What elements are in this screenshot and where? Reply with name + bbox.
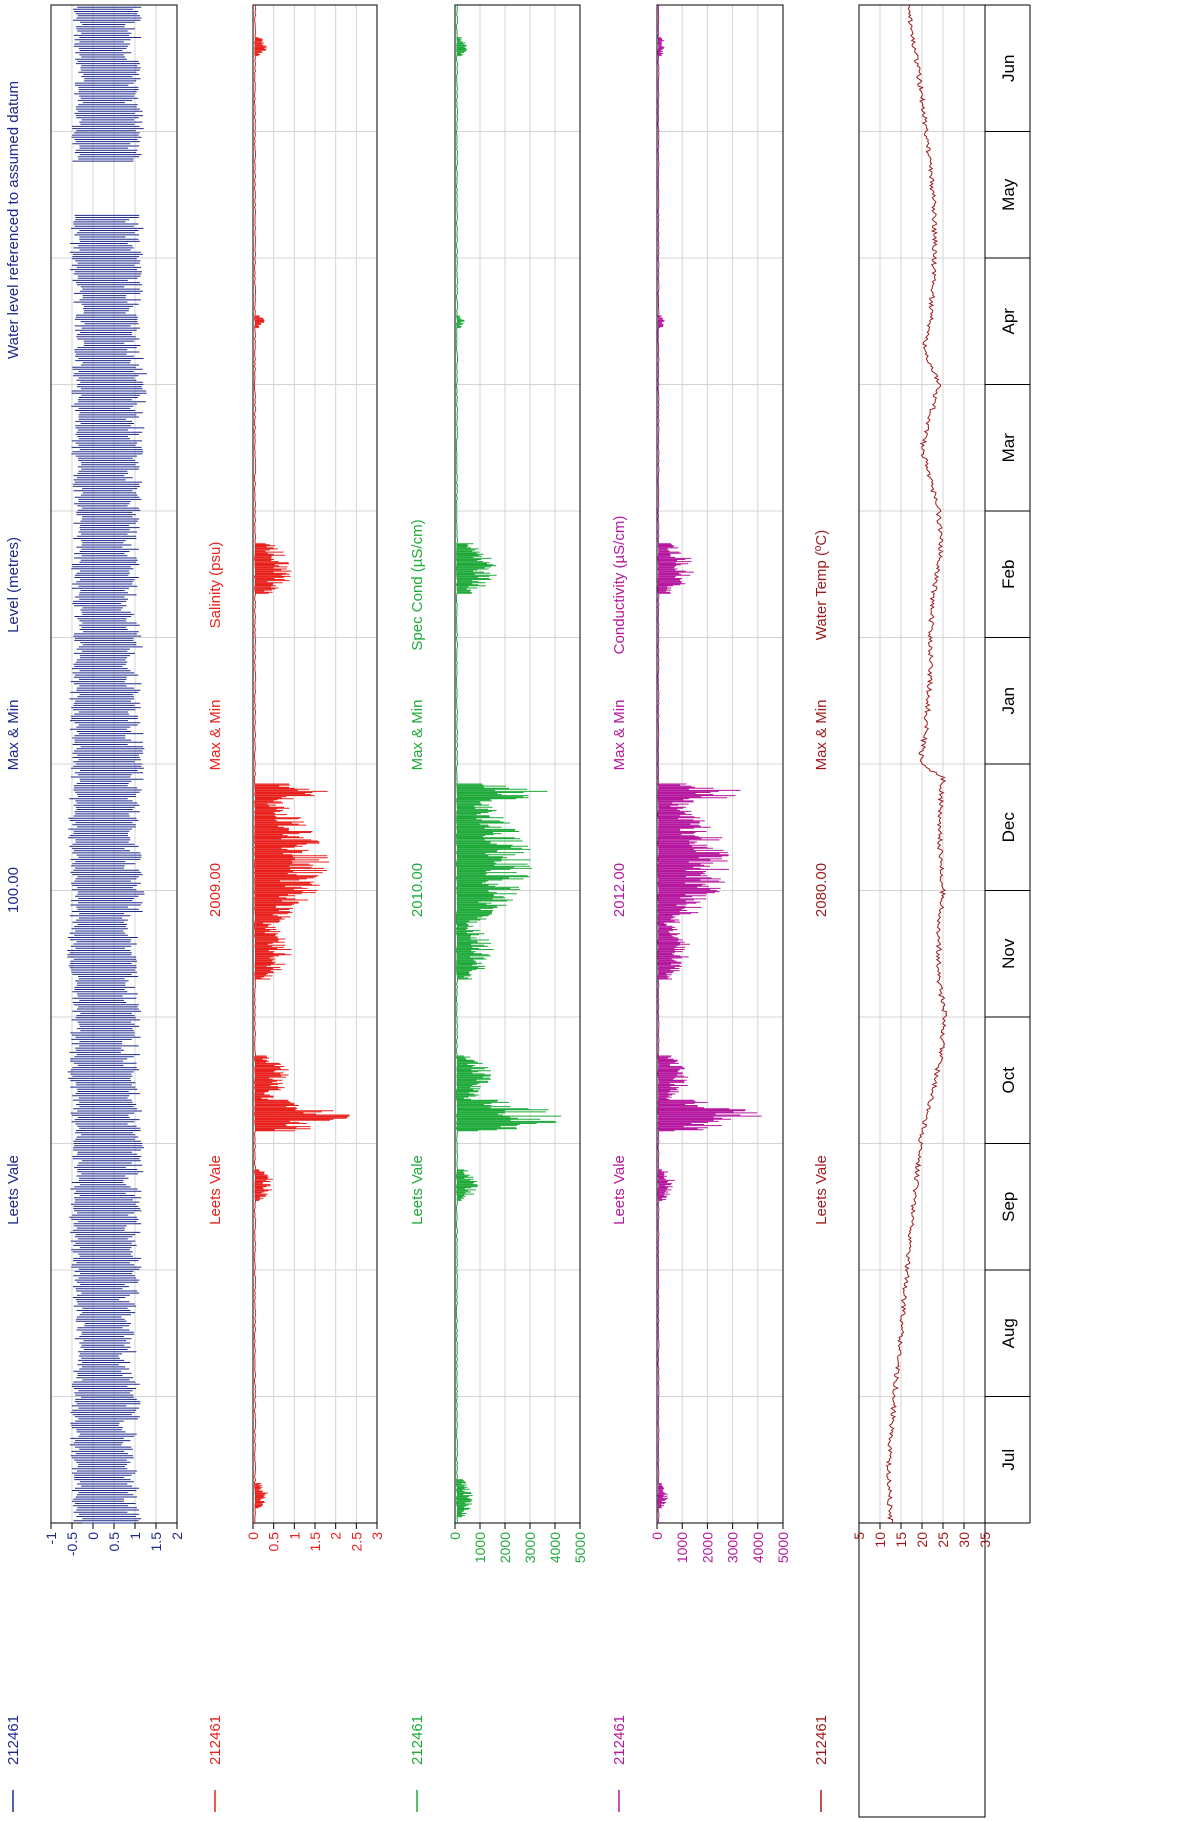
value-tick-label: -1 bbox=[43, 1532, 59, 1545]
month-label: Mar bbox=[999, 433, 1018, 463]
month-label: Oct bbox=[999, 1067, 1018, 1094]
site-name: Leets Vale bbox=[5, 1155, 22, 1225]
value-tick-label: 0 bbox=[245, 1532, 261, 1540]
parameter-code: 2010.00 bbox=[409, 863, 426, 917]
value-tick-label: 1 bbox=[286, 1532, 302, 1540]
station-id: 212461 bbox=[611, 1715, 628, 1765]
series-baseline bbox=[253, 4, 257, 1524]
statistic-type: Max & Min bbox=[813, 700, 830, 771]
panel-frame bbox=[454, 4, 581, 1524]
chart-panel-3: 5000 4000 3000 2000 1000 0 212461 Leets Vale 201… bbox=[409, 4, 588, 1812]
value-tick-label: 2.5 bbox=[348, 1532, 364, 1552]
month-label: May bbox=[999, 178, 1018, 211]
station-id: 212461 bbox=[207, 1715, 224, 1765]
parameter-code: 2012.00 bbox=[611, 863, 628, 917]
value-tick-label: 4000 bbox=[547, 1532, 563, 1563]
value-tick-label: 3 bbox=[369, 1532, 385, 1540]
value-tick-label: 35 bbox=[977, 1532, 993, 1548]
value-tick-label: 1 bbox=[127, 1532, 143, 1540]
value-tick-label: 2000 bbox=[497, 1532, 513, 1563]
value-tick-label: 10 bbox=[872, 1532, 888, 1548]
station-id: 212461 bbox=[409, 1715, 426, 1765]
value-tick-label: 2000 bbox=[699, 1532, 715, 1563]
series-spikes bbox=[457, 37, 562, 1518]
series-baseline bbox=[657, 4, 660, 1524]
month-label: Aug bbox=[999, 1318, 1018, 1348]
value-tick-label: 0.5 bbox=[266, 1532, 282, 1552]
month-label: Nov bbox=[999, 938, 1018, 969]
station-id: 212461 bbox=[813, 1715, 830, 1765]
value-tick-label: 3000 bbox=[522, 1532, 538, 1563]
value-tick-label: 4000 bbox=[750, 1532, 766, 1563]
value-tick-label: 0 bbox=[447, 1532, 463, 1540]
site-name: Leets Vale bbox=[207, 1155, 224, 1225]
value-tick-label: 1.5 bbox=[307, 1532, 323, 1552]
statistic-type: Max & Min bbox=[611, 700, 628, 771]
value-tick-label: 1000 bbox=[472, 1532, 488, 1563]
parameter-code: 100.00 bbox=[5, 867, 22, 913]
month-label: Jan bbox=[999, 687, 1018, 714]
value-tick-label: 3000 bbox=[725, 1532, 741, 1563]
chart-panel-1: 2 1.5 1 0.5 0 -0.5 -1 212461 Leets Vale 100.00 Max… bbox=[5, 4, 185, 1812]
month-axis-frame bbox=[858, 1522, 986, 1818]
site-name: Leets Vale bbox=[409, 1155, 426, 1225]
site-name: Leets Vale bbox=[813, 1155, 830, 1225]
parameter-code: 2009.00 bbox=[207, 863, 224, 917]
value-tick-label: 30 bbox=[956, 1532, 972, 1548]
value-tick-label: 0.5 bbox=[106, 1532, 122, 1552]
statistic-type: Max & Min bbox=[207, 700, 224, 771]
chart-panel-2: 3 2.5 2 1.5 1 0.5 0 212461 Leets Vale 2009.00 Max … bbox=[207, 4, 385, 1812]
parameter-label: Conductivity (µS/cm) bbox=[611, 516, 628, 655]
chart-panel-4: 5000 4000 3000 2000 1000 0 212461 Leets Vale 201… bbox=[611, 4, 791, 1812]
parameter-label: Spec Cond (µS/cm) bbox=[409, 519, 426, 650]
value-tick-label: 25 bbox=[935, 1532, 951, 1548]
value-tick-label: 5 bbox=[851, 1532, 867, 1540]
month-label: Apr bbox=[999, 308, 1018, 335]
station-id: 212461 bbox=[5, 1715, 22, 1765]
month-label: Jul bbox=[999, 1449, 1018, 1471]
level-range-bars bbox=[67, 6, 147, 1524]
month-label: Jun bbox=[999, 55, 1018, 82]
month-label: Dec bbox=[999, 812, 1018, 843]
value-tick-label: 1.5 bbox=[148, 1532, 164, 1552]
parameter-label: Water Temp (ºC) bbox=[813, 530, 830, 641]
series-baseline bbox=[455, 4, 459, 1524]
value-tick-label: 2 bbox=[328, 1532, 344, 1540]
month-label: Sep bbox=[999, 1192, 1018, 1222]
value-tick-label: 0 bbox=[85, 1532, 101, 1540]
parameter-note: Water level referenced to assumed datum bbox=[5, 81, 22, 359]
panel-frame bbox=[656, 4, 784, 1524]
series-spikes bbox=[255, 37, 350, 1509]
value-tick-label: 5000 bbox=[775, 1532, 791, 1563]
chart-panel-5: 35 30 25 20 15 10 5 212461 Leets Vale 2080.00 Max … bbox=[813, 4, 993, 1812]
parameter-label: Salinity (psu) bbox=[207, 542, 224, 629]
value-tick-label: 15 bbox=[893, 1532, 909, 1548]
month-label: Feb bbox=[999, 560, 1018, 589]
value-tick-label: 1000 bbox=[674, 1532, 690, 1563]
parameter-label: Level (metres) bbox=[5, 537, 22, 633]
value-tick-label: 5000 bbox=[572, 1532, 588, 1563]
site-name: Leets Vale bbox=[611, 1155, 628, 1225]
statistic-type: Max & Min bbox=[409, 700, 426, 771]
parameter-code: 2080.00 bbox=[813, 863, 830, 917]
statistic-type: Max & Min bbox=[5, 700, 22, 771]
temperature-line bbox=[885, 4, 948, 1524]
value-tick-label: 0 bbox=[649, 1532, 665, 1540]
series-spikes bbox=[658, 37, 762, 1509]
value-tick-label: -0.5 bbox=[64, 1532, 80, 1556]
value-tick-label: 2 bbox=[169, 1532, 185, 1540]
value-tick-label: 20 bbox=[914, 1532, 930, 1548]
